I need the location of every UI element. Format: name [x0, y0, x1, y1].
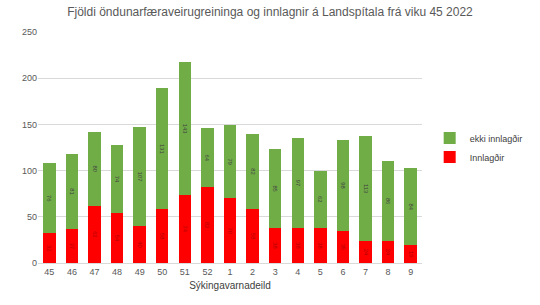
svg-text:52: 52 — [202, 267, 212, 277]
svg-text:24: 24 — [363, 249, 369, 256]
svg-text:85: 85 — [272, 185, 278, 191]
svg-text:5: 5 — [318, 267, 323, 277]
svg-text:45: 45 — [44, 267, 54, 277]
svg-text:37: 37 — [69, 243, 75, 249]
svg-text:19: 19 — [408, 251, 414, 257]
svg-text:74: 74 — [182, 226, 188, 233]
svg-text:58: 58 — [159, 233, 165, 239]
svg-text:81: 81 — [69, 188, 75, 194]
svg-text:74: 74 — [114, 176, 120, 183]
svg-text:143: 143 — [182, 124, 188, 134]
svg-text:40: 40 — [137, 241, 143, 247]
svg-text:9: 9 — [408, 267, 413, 277]
svg-text:24: 24 — [385, 249, 391, 256]
svg-text:97: 97 — [295, 180, 301, 186]
svg-text:250: 250 — [22, 27, 37, 37]
svg-text:Fjöldi öndunarfæraveirugreinin: Fjöldi öndunarfæraveirugreininga og innl… — [67, 5, 473, 19]
svg-text:79: 79 — [227, 159, 233, 165]
svg-text:70: 70 — [227, 227, 233, 233]
svg-text:86: 86 — [385, 198, 391, 204]
svg-text:38: 38 — [272, 242, 278, 248]
svg-text:50: 50 — [27, 212, 37, 222]
svg-text:48: 48 — [112, 267, 122, 277]
svg-text:62: 62 — [92, 231, 98, 237]
svg-text:4: 4 — [295, 267, 300, 277]
svg-text:58: 58 — [250, 233, 256, 239]
svg-text:150: 150 — [22, 120, 37, 130]
svg-text:82: 82 — [204, 222, 210, 228]
svg-text:50: 50 — [157, 267, 167, 277]
svg-text:84: 84 — [408, 203, 414, 210]
svg-text:ekki innlagðir: ekki innlagðir — [470, 134, 523, 144]
svg-text:98: 98 — [340, 182, 346, 188]
svg-text:Sýkingavarnadeild: Sýkingavarnadeild — [189, 280, 271, 291]
svg-text:51: 51 — [180, 267, 190, 277]
svg-text:3: 3 — [273, 267, 278, 277]
svg-text:131: 131 — [159, 144, 165, 154]
svg-text:47: 47 — [89, 267, 99, 277]
svg-text:1: 1 — [227, 267, 232, 277]
svg-text:107: 107 — [137, 172, 143, 182]
svg-text:38: 38 — [295, 242, 301, 248]
svg-text:6: 6 — [340, 267, 345, 277]
svg-text:8: 8 — [386, 267, 391, 277]
svg-text:35: 35 — [340, 244, 346, 250]
svg-text:46: 46 — [67, 267, 77, 277]
svg-text:64: 64 — [204, 154, 210, 161]
svg-text:82: 82 — [250, 168, 256, 174]
svg-text:76: 76 — [46, 195, 52, 201]
svg-text:113: 113 — [363, 184, 369, 193]
svg-text:2: 2 — [250, 267, 255, 277]
svg-text:Innlagðir: Innlagðir — [470, 153, 505, 163]
svg-text:62: 62 — [317, 196, 323, 202]
svg-text:32: 32 — [46, 245, 52, 251]
svg-text:49: 49 — [135, 267, 145, 277]
svg-text:200: 200 — [22, 73, 37, 83]
svg-text:38: 38 — [317, 242, 323, 248]
svg-text:7: 7 — [363, 267, 368, 277]
svg-text:0: 0 — [32, 258, 37, 268]
svg-text:100: 100 — [22, 166, 37, 176]
svg-text:80: 80 — [92, 166, 98, 172]
svg-text:54: 54 — [114, 235, 120, 242]
